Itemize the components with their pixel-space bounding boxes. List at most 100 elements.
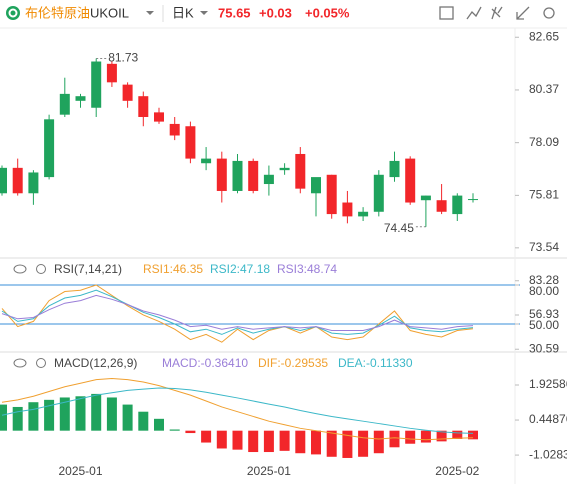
- rsi-line: [1, 289, 474, 335]
- candle-body: [452, 195, 463, 215]
- candle-body: [295, 153, 306, 189]
- candle-body: [59, 93, 70, 115]
- legend-entry: DIF:-0.29535: [258, 356, 328, 370]
- macd-bar: [263, 430, 274, 453]
- panel-title: RSI(7,14,21): [54, 262, 122, 276]
- instrument-name: 布伦特原油: [25, 5, 90, 20]
- y-tick-label: 80.37: [529, 82, 559, 96]
- macd-bar: [216, 430, 227, 449]
- change-percent: +0.05%: [305, 5, 350, 20]
- macd-bar: [326, 430, 337, 457]
- settings-icon[interactable]: [36, 264, 46, 274]
- settings-icon[interactable]: [36, 358, 46, 368]
- macd-bar: [405, 430, 416, 444]
- candle-body: [311, 177, 321, 194]
- macd-bar: [106, 397, 117, 431]
- macd-bar: [468, 430, 478, 440]
- y-tick-label: 56.93: [529, 307, 559, 321]
- macd-bar: [122, 404, 133, 431]
- toolbar-button[interactable]: [466, 6, 482, 20]
- candle-body: [405, 158, 416, 203]
- candle-body: [106, 63, 117, 83]
- macd-bar: [91, 393, 102, 431]
- macd-bar: [358, 430, 369, 457]
- candle-body: [358, 211, 369, 217]
- y-tick-label: 50.00: [529, 318, 559, 332]
- y-tick-label: 82.65: [529, 29, 559, 43]
- candle-body: [373, 174, 384, 212]
- legend-entry: RSI1:46.35: [143, 262, 203, 276]
- macd-bar: [0, 404, 7, 431]
- y-tick-label: 30.59: [529, 341, 559, 355]
- macd-bar: [44, 399, 55, 431]
- candle-body: [185, 126, 196, 159]
- logo-ring: [8, 8, 18, 18]
- candle-body: [232, 160, 243, 191]
- macd-bar: [75, 396, 86, 431]
- eye-icon[interactable]: [13, 358, 27, 368]
- macd-bar: [59, 397, 70, 431]
- macd-line: [1, 387, 474, 434]
- change: +0.03: [259, 5, 292, 20]
- period[interactable]: 日K: [172, 5, 194, 20]
- candle-body: [436, 200, 447, 212]
- macd-bar: [201, 430, 212, 443]
- y-tick-label: 1.92586: [529, 377, 567, 391]
- toolbar-button[interactable]: [543, 7, 555, 19]
- macd-bar: [154, 418, 164, 431]
- candle-body: [154, 112, 164, 122]
- macd-bar: [373, 430, 384, 454]
- legend-entry: DEA:-0.11330: [338, 356, 413, 370]
- macd-bar: [420, 430, 431, 443]
- rsi-line: [1, 294, 474, 332]
- candle-body: [91, 61, 102, 108]
- candle-body: [75, 96, 86, 101]
- y-tick-label: 73.54: [529, 240, 559, 254]
- eye-icon[interactable]: [13, 264, 27, 274]
- macd-line: [1, 377, 474, 441]
- candle-body: [263, 174, 274, 185]
- y-tick-label: 78.09: [529, 135, 559, 149]
- candle-body: [122, 84, 133, 101]
- candle-body: [44, 119, 55, 178]
- macd-bar: [232, 430, 243, 450]
- logo: [6, 6, 20, 20]
- candle-body: [279, 167, 290, 171]
- candle-body: [0, 167, 7, 194]
- macd-bar: [12, 406, 23, 431]
- y-tick-label: 80.00: [529, 284, 559, 298]
- low-annotation: 74.45: [384, 221, 414, 235]
- toolbar-button[interactable]: [491, 6, 503, 20]
- y-tick-label: 83.28: [529, 273, 559, 287]
- macd-bar: [279, 430, 290, 451]
- macd-bar: [169, 429, 180, 431]
- macd-bar: [436, 430, 447, 442]
- candle-body: [468, 199, 478, 201]
- macd-bar: [28, 402, 39, 431]
- x-tick-label: 2025-01: [247, 464, 291, 478]
- candle-body: [138, 96, 149, 117]
- candle-body: [342, 202, 353, 217]
- y-tick-label: 0.44876: [529, 412, 567, 426]
- macd-bar: [389, 430, 400, 448]
- toolbar-button[interactable]: [439, 6, 454, 20]
- toolbar-button[interactable]: [516, 6, 530, 20]
- macd-bar: [311, 430, 321, 455]
- panel-title: MACD(12,26,9): [54, 356, 137, 370]
- legend-entry: MACD:-0.36410: [162, 356, 248, 370]
- macd-bar: [185, 430, 196, 434]
- dropdown-arrow[interactable]: [200, 11, 208, 15]
- y-tick-label: 75.81: [529, 188, 559, 202]
- dropdown-arrow[interactable]: [146, 11, 154, 15]
- candle-body: [12, 167, 23, 194]
- legend-entry: RSI3:48.74: [277, 262, 337, 276]
- symbol[interactable]: UKOIL: [90, 5, 129, 20]
- rsi-line: [1, 284, 474, 343]
- price: 75.65: [218, 5, 251, 20]
- y-tick-label: -1.02834: [529, 447, 567, 461]
- macd-bar: [452, 430, 463, 439]
- legend-entry: RSI2:47.18: [210, 262, 270, 276]
- candle-body: [248, 160, 259, 191]
- candle-body: [201, 158, 212, 164]
